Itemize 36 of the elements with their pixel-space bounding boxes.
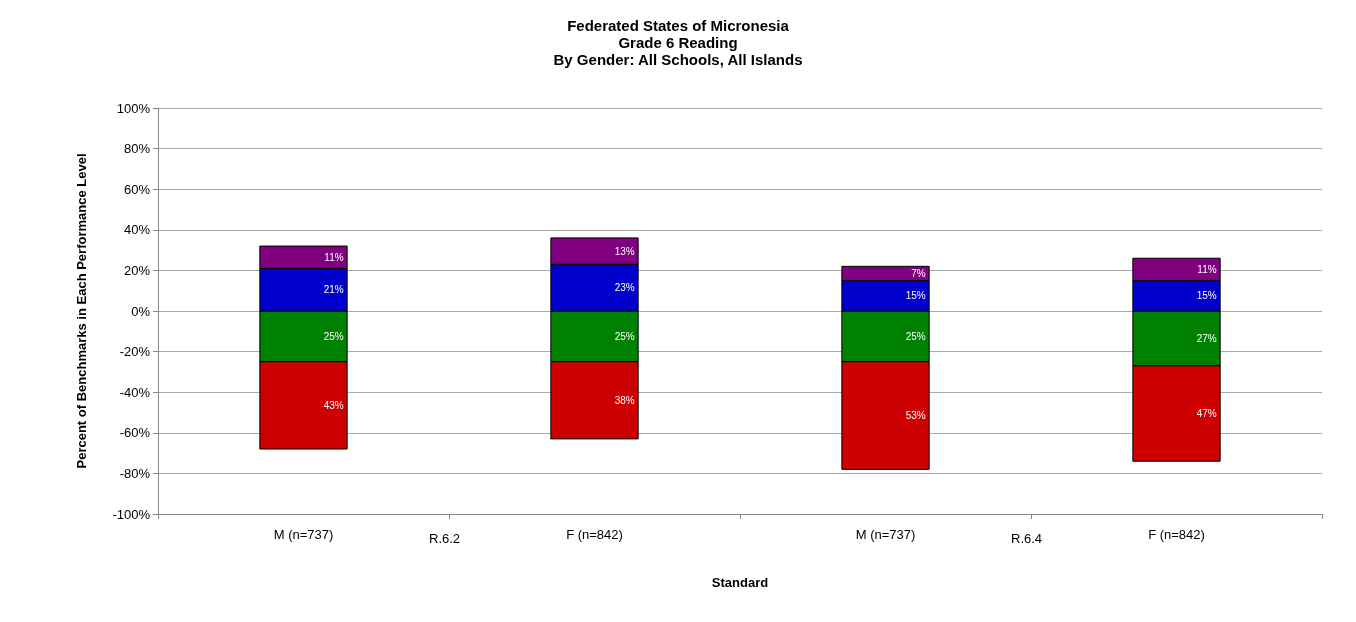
data-label: 15% [905,290,926,302]
x-tick-label: M (n=737) [273,527,334,542]
data-label: 25% [905,330,926,342]
y-tick-label: -100% [112,506,151,522]
y-tick-label: 60% [123,181,151,197]
x-tick-label: F (n=842) [1148,527,1205,542]
data-label: 47% [1196,408,1217,420]
y-tick-label: 40% [123,222,151,238]
data-label: 43% [323,399,344,411]
data-label: 7% [911,267,926,279]
y-tick-label: 100% [116,100,151,116]
data-label: 25% [614,330,635,342]
y-tick-label: -20% [119,344,151,360]
data-label: 13% [614,245,635,257]
x-axis-title: Standard [711,575,769,590]
x-tick-label: M (n=737) [855,527,916,542]
data-label: 23% [614,282,635,294]
data-label: 25% [323,330,344,342]
text: R.6.4 [1011,531,1043,546]
data-label: 53% [905,410,926,422]
chart-title: Federated States of Micronesia Grade 6 Reading By Gender: All Schools, All Islands [553,17,803,68]
y-axis-title: Percent of Benchmarks in Each Performance Level [74,153,89,469]
y-tick-label: 20% [123,262,151,278]
text: R.6.2 [429,531,461,546]
data-label: 11% [324,251,344,263]
y-tick-label: -80% [119,465,151,481]
data-label: 15% [1196,290,1217,302]
y-tick-label: -60% [119,425,151,441]
data-label: 21% [323,284,344,296]
x-tick-label: F (n=842) [566,527,623,542]
data-label: 38% [614,394,635,406]
data-label: 27% [1196,332,1217,344]
y-tick-label: 0% [131,303,151,319]
y-tick-label: -40% [119,384,151,400]
y-tick-label: 80% [123,141,151,157]
data-label: 11% [1197,263,1217,275]
